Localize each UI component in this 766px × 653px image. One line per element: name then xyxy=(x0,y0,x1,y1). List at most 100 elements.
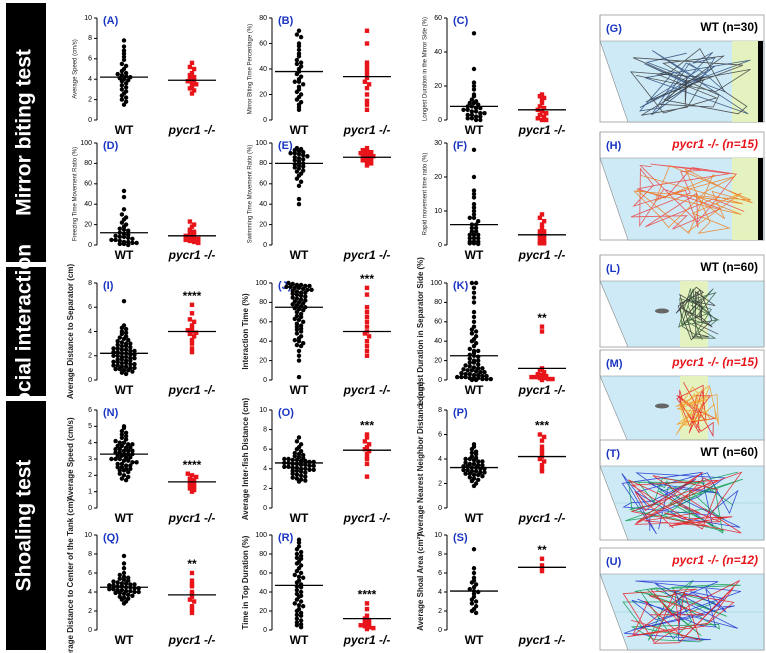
data-point xyxy=(471,566,477,571)
data-point xyxy=(294,597,300,602)
tank-title: pycr1 -/- (n=15) xyxy=(671,137,758,151)
x-tick-label: pycr1 -/- xyxy=(518,248,566,262)
data-point xyxy=(296,43,302,49)
data-point xyxy=(128,345,133,350)
y-axis-label: Average Nearest Neighbor Distance (cm) xyxy=(416,381,425,536)
data-point xyxy=(294,561,300,566)
data-point xyxy=(185,328,190,333)
data-point xyxy=(294,342,300,348)
data-point xyxy=(459,371,464,376)
data-point xyxy=(189,81,195,86)
data-point xyxy=(471,212,477,217)
data-point xyxy=(539,448,545,453)
data-point xyxy=(117,471,123,476)
y-tick-label: 0 xyxy=(88,627,92,634)
data-point xyxy=(307,463,312,469)
y-tick-label: 8 xyxy=(88,551,92,558)
data-point xyxy=(284,284,289,290)
data-point xyxy=(128,341,133,346)
data-point xyxy=(292,79,297,84)
data-point xyxy=(298,618,304,623)
data-point xyxy=(307,283,312,289)
data-point xyxy=(476,477,481,483)
data-point xyxy=(189,594,195,599)
section-banner xyxy=(6,267,46,396)
tank-title: WT (n=60) xyxy=(700,260,758,274)
data-point xyxy=(296,202,302,207)
y-tick-label: 0 xyxy=(438,242,442,249)
data-point xyxy=(113,456,118,462)
data-point xyxy=(194,474,199,480)
data-point xyxy=(191,74,197,80)
data-point xyxy=(467,215,472,220)
data-point xyxy=(537,241,543,246)
x-tick-label: WT xyxy=(290,383,309,397)
x-tick-label: WT xyxy=(465,511,484,525)
data-point xyxy=(537,112,543,118)
data-point xyxy=(189,604,195,609)
data-point xyxy=(189,489,195,494)
data-point xyxy=(191,478,197,483)
data-point xyxy=(467,241,472,246)
data-point xyxy=(471,202,477,207)
data-point xyxy=(126,232,131,237)
y-tick-label: 6 xyxy=(88,304,92,311)
data-point xyxy=(121,473,127,478)
data-point xyxy=(119,68,125,74)
fish-icon xyxy=(655,308,669,314)
data-point xyxy=(301,149,306,155)
trajectory xyxy=(630,48,751,116)
data-point xyxy=(126,235,131,241)
data-point xyxy=(369,161,374,166)
data-point xyxy=(189,570,195,576)
data-point xyxy=(364,69,370,74)
data-point xyxy=(298,624,304,630)
panel-label: (N) xyxy=(103,407,119,419)
data-point xyxy=(471,285,477,291)
data-point xyxy=(371,625,376,631)
data-point xyxy=(128,588,133,594)
data-point xyxy=(471,87,477,92)
data-point xyxy=(132,582,137,587)
data-point xyxy=(290,457,295,463)
y-tick-label: 2 xyxy=(438,608,442,615)
y-tick-label: 40 xyxy=(259,66,267,73)
data-point xyxy=(473,377,479,383)
trajectory xyxy=(627,471,743,534)
trajectory xyxy=(633,164,753,234)
data-point xyxy=(292,601,297,606)
panel-label: (R) xyxy=(278,532,294,544)
tank-label: (T) xyxy=(606,448,620,460)
data-point xyxy=(123,581,129,586)
y-axis-label: Longest Duration in Separator Side (%) xyxy=(416,257,425,406)
tank-label: (L) xyxy=(606,263,620,275)
data-point xyxy=(307,467,312,472)
significance: **** xyxy=(358,588,377,602)
data-point xyxy=(465,112,470,118)
data-point xyxy=(364,41,370,46)
data-point xyxy=(294,551,300,557)
data-point xyxy=(123,430,129,436)
data-point xyxy=(364,319,370,324)
y-tick-label: 0 xyxy=(263,377,267,384)
data-point xyxy=(471,188,477,193)
y-tick-label: 10 xyxy=(434,208,442,215)
data-point xyxy=(366,448,372,454)
data-point xyxy=(366,153,372,158)
data-point xyxy=(537,215,543,220)
section-title: Social interaction xyxy=(13,244,36,419)
data-point xyxy=(296,603,302,608)
data-point xyxy=(298,549,304,555)
data-point xyxy=(296,358,302,363)
data-point xyxy=(121,234,127,240)
y-tick-label: 3 xyxy=(88,456,92,463)
data-point xyxy=(119,461,125,467)
panel-label: (C) xyxy=(453,15,469,27)
data-point xyxy=(191,484,197,489)
data-point xyxy=(539,225,545,231)
data-point xyxy=(364,626,370,632)
data-point xyxy=(303,474,308,479)
data-point xyxy=(539,329,545,334)
data-point xyxy=(469,450,475,456)
data-point xyxy=(471,66,477,72)
